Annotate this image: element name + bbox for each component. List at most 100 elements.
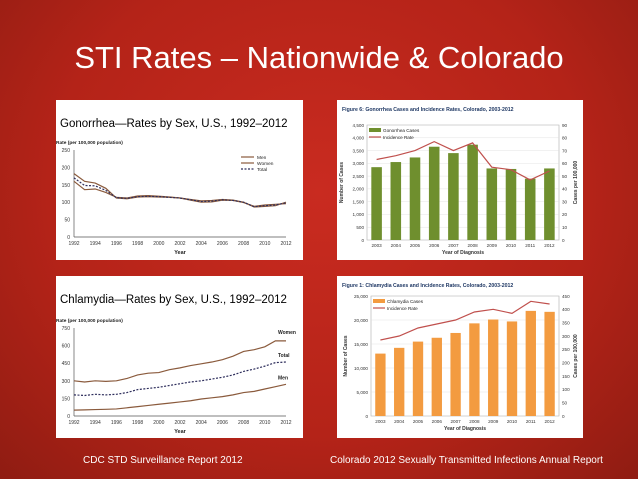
- legend-label-rate: Incidence Rate: [387, 306, 418, 311]
- legend-label-cases: Chlamydia Cases: [387, 299, 424, 304]
- x-tick-label: 2012: [544, 243, 555, 248]
- bar-2008: [467, 144, 478, 240]
- footer-left: CDC STD Surveillance Report 2012: [83, 455, 243, 466]
- legend-label-men: Men: [257, 155, 267, 161]
- series-line-total: [73, 177, 287, 208]
- x-tick-label: 2008: [467, 243, 478, 248]
- y-tick-label: 150: [62, 183, 71, 189]
- series-line-women: [73, 340, 286, 383]
- x-tick-label: 2006: [217, 420, 228, 426]
- x-tick-label: 2006: [432, 419, 443, 424]
- y-tick-label: 0: [67, 235, 70, 241]
- y2-tick-label: 50: [562, 174, 568, 179]
- y-tick-label: 100: [62, 200, 71, 206]
- x-tick-label: 2009: [487, 243, 498, 248]
- y-tick-label: 25,000: [354, 294, 368, 299]
- x-tick-label: 2004: [391, 243, 402, 248]
- x-tick-label: 2004: [394, 419, 405, 424]
- y2-tick-label: 30: [562, 199, 568, 204]
- x-tick-label: 1994: [90, 241, 101, 247]
- y2-tick-label: 20: [562, 212, 568, 217]
- y-tick-label: 10,000: [354, 366, 368, 371]
- footer-right: Colorado 2012 Sexually Transmitted Infec…: [330, 455, 603, 466]
- x-tick-label: 2008: [469, 419, 480, 424]
- y-tick-label: 1,500: [353, 199, 365, 204]
- x-tick-label: 2011: [525, 243, 535, 248]
- y-tick-label: 450: [62, 361, 71, 367]
- x-tick-label: 2008: [238, 420, 249, 426]
- x-tick-label: 2006: [217, 241, 228, 247]
- x-tick-label: 2002: [174, 420, 185, 426]
- y2-tick-label: 90: [562, 123, 568, 128]
- y2-tick-label: 50: [562, 400, 568, 405]
- x-tick-label: 2000: [153, 241, 164, 247]
- x-tick-label: 1996: [111, 420, 122, 426]
- gono-us-caption: Gonorrhea—Rates by Sex, U.S., 1992–2012: [60, 118, 288, 130]
- y-tick-label: 250: [62, 148, 71, 154]
- bar-2009: [488, 319, 499, 416]
- bar-2007: [448, 153, 459, 240]
- bar-2004: [394, 347, 405, 416]
- y-tick-label: 4,000: [353, 136, 365, 141]
- y-tick-label: 300: [62, 379, 71, 385]
- y-tick-label: 2,500: [353, 174, 365, 179]
- y-tick-label: 150: [62, 396, 71, 402]
- x-tick-label: 2004: [196, 241, 207, 247]
- series-label-total: Total: [278, 353, 290, 359]
- y-tick-label: 50: [64, 218, 70, 224]
- x-tick-label: 2007: [450, 419, 461, 424]
- chart-title: Figure 1: Chlamydia Cases and Incidence …: [342, 283, 513, 289]
- y-axis-label: Number of Cases: [339, 162, 345, 203]
- y-tick-label: 0: [365, 414, 368, 419]
- y2-tick-label: 350: [562, 320, 570, 325]
- y2-axis-label: Cases per 100,000: [573, 161, 579, 205]
- y2-tick-label: 100: [562, 387, 570, 392]
- y-axis-label: Number of Cases: [343, 335, 349, 376]
- bar-2009: [486, 168, 498, 240]
- legend-swatch-cases: [373, 299, 385, 303]
- x-axis-label: Year of Diagnosis: [442, 250, 484, 256]
- y-tick-label: 3,500: [353, 148, 365, 153]
- legend-label-women: Women: [257, 161, 274, 167]
- x-tick-label: 2005: [410, 243, 421, 248]
- chlam-us-panel: [56, 276, 303, 438]
- x-tick-label: 2000: [153, 420, 164, 426]
- x-tick-label: 2003: [371, 243, 382, 248]
- bar-2011: [525, 310, 536, 416]
- y2-axis-label: Cases per 100,000: [573, 334, 579, 378]
- x-tick-label: 2006: [429, 243, 440, 248]
- x-tick-label: 2010: [259, 241, 270, 247]
- y-axis-label: Rate (per 100,000 population): [56, 318, 123, 324]
- y2-tick-label: 70: [562, 148, 568, 153]
- y2-tick-label: 200: [562, 360, 570, 365]
- chlam-us-chart: Rate (per 100,000 population) 0 150 300 450 6…: [56, 318, 296, 435]
- x-tick-label: 2007: [448, 243, 459, 248]
- x-axis-label: Year: [174, 429, 186, 435]
- chlam-us-caption: Chlamydia—Rates by Sex, U.S., 1992–2012: [60, 294, 287, 306]
- incidence-rate-line: [380, 300, 550, 341]
- x-tick-label: 2004: [196, 420, 207, 426]
- chart-title: Figure 6: Gonorrhea Cases and Incidence …: [342, 107, 514, 113]
- y2-tick-label: 60: [562, 161, 568, 166]
- x-tick-label: 2009: [488, 419, 499, 424]
- legend-label-total: Total: [257, 167, 267, 173]
- x-tick-label: 2010: [507, 419, 518, 424]
- gono-us-panel: [56, 100, 303, 260]
- y-tick-label: 5,000: [357, 390, 369, 395]
- x-tick-label: 2008: [238, 241, 249, 247]
- y-tick-label: 4,500: [353, 123, 365, 128]
- x-tick-label: 2010: [506, 243, 517, 248]
- y2-tick-label: 450: [562, 294, 570, 299]
- chlam-co-chart: Figure 1: Chlamydia Cases and Incidence …: [342, 283, 579, 432]
- y-tick-label: 15,000: [354, 342, 368, 347]
- y-tick-label: 0: [67, 414, 70, 420]
- y-tick-label: 20,000: [354, 318, 368, 323]
- y-tick-label: 200: [62, 165, 71, 171]
- x-tick-label: 1994: [90, 420, 101, 426]
- x-tick-label: 1998: [132, 420, 143, 426]
- bar-2003: [371, 167, 382, 240]
- y2-tick-label: 250: [562, 347, 570, 352]
- bar-2004: [390, 162, 402, 240]
- y-tick-label: 0: [361, 238, 364, 243]
- y-tick-label: 3,000: [353, 161, 365, 166]
